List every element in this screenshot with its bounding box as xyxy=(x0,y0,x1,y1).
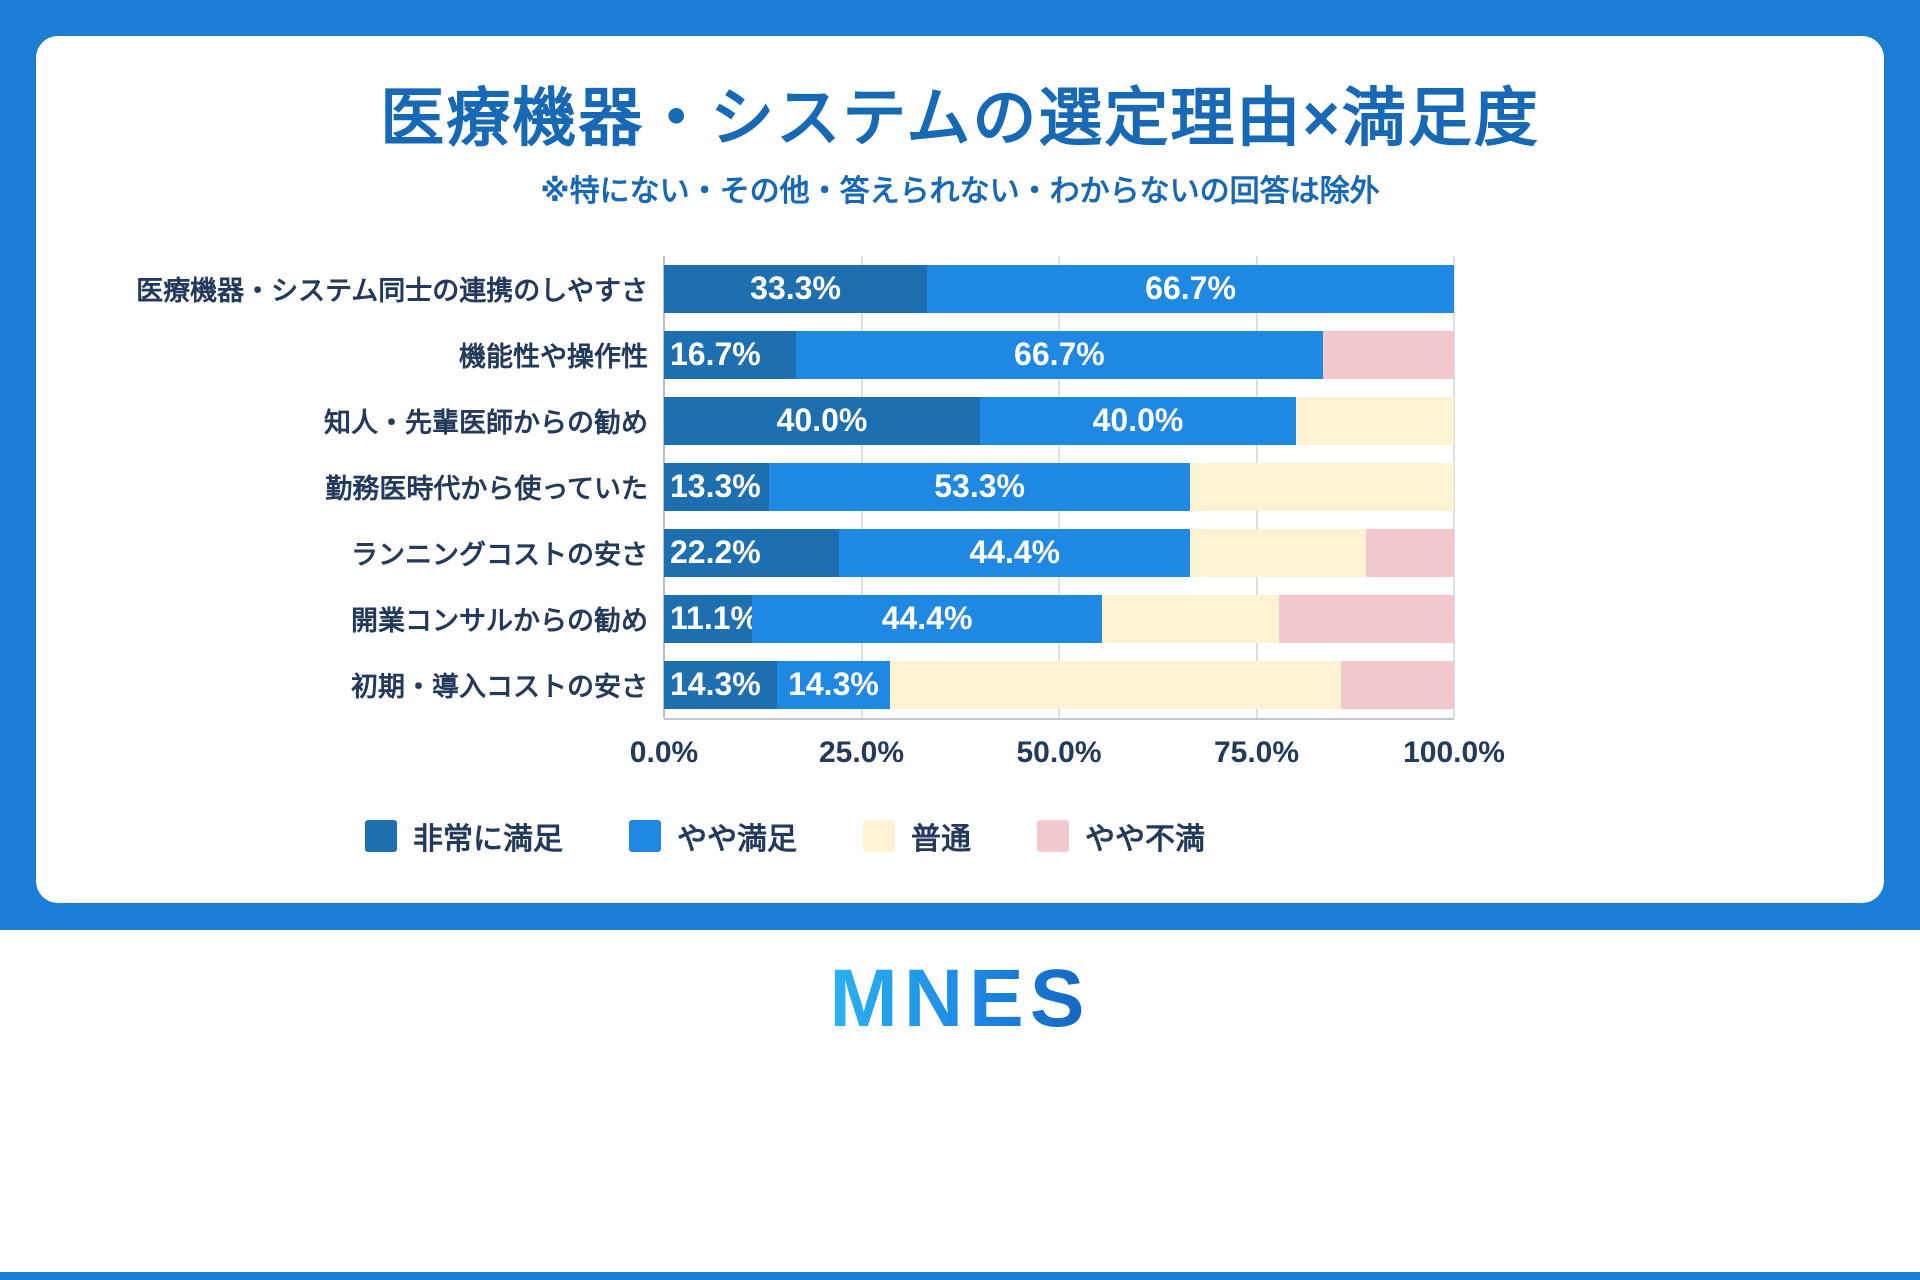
x-axis: 0.0% 25.0% 50.0% 75.0% 100.0% xyxy=(630,720,1505,784)
segment-1: 14.3% xyxy=(664,660,777,709)
mnes-logo: MNES xyxy=(829,953,1091,1044)
segment-3 xyxy=(1296,396,1454,445)
legend-swatch xyxy=(365,819,397,852)
segment-2: 53.3% xyxy=(769,462,1191,511)
category-label: 機能性や操作性 xyxy=(459,342,648,373)
segment-4 xyxy=(1365,528,1454,577)
legend-swatch xyxy=(629,819,661,852)
category-labels-column: 医療機器・システム同士の連携のしやすさ機能性や操作性知人・先輩医師からの勧め 勤務… xyxy=(116,256,664,720)
legend-label: 非常に満足 xyxy=(413,822,563,856)
x-tick-label: 100.0% xyxy=(1403,735,1505,769)
segment-1: 40.0% xyxy=(664,396,980,445)
bar-row: 13.3% 53.3% xyxy=(664,454,1454,520)
category-label: 初期・導入コストの安さ xyxy=(351,672,648,703)
footer: MNES xyxy=(0,930,1920,1272)
x-tick-label: 75.0% xyxy=(1213,735,1300,769)
bars-container: 33.3% 66.7% 16.7% 66.7% 40.0% 40.0% 13.3% 53.3%… xyxy=(664,256,1454,718)
segment-4 xyxy=(1322,330,1454,379)
bar-row: 14.3% 14.3% xyxy=(664,652,1454,718)
axis-spacer xyxy=(116,720,664,784)
bar-row: 16.7% 66.7% xyxy=(664,322,1454,388)
x-axis-row: 0.0% 25.0% 50.0% 75.0% 100.0% xyxy=(116,720,1505,784)
category-label: 開業コンサルからの勧め xyxy=(351,606,648,637)
legend-item: 非常に満足 xyxy=(365,814,563,858)
bar-row: 40.0% 40.0% xyxy=(664,388,1454,454)
segment-1: 16.7% xyxy=(664,330,796,379)
segment-3 xyxy=(889,660,1342,709)
bar-row: 33.3% 66.7% xyxy=(664,256,1454,322)
segment-3 xyxy=(1190,528,1366,577)
legend-label: やや満足 xyxy=(677,822,797,856)
segment-1: 11.1% xyxy=(664,594,759,643)
segment-1: 22.2% xyxy=(664,528,840,577)
chart-body: 医療機器・システム同士の連携のしやすさ機能性や操作性知人・先輩医師からの勧め 勤務… xyxy=(116,255,1455,720)
segment-1: 13.3% xyxy=(664,462,770,511)
x-tick-label: 0.0% xyxy=(629,735,699,769)
category-label: 医療機器・システム同士の連携のしやすさ xyxy=(136,276,648,307)
chart-subtitle: ※特にない・その他・答えられない・わからないの回答は除外 xyxy=(540,174,1380,208)
legend-item: やや不満 xyxy=(1037,814,1205,858)
grid-line xyxy=(1453,255,1455,718)
segment-2: 44.4% xyxy=(839,528,1191,577)
segment-2: 66.7% xyxy=(795,330,1323,379)
legend-swatch xyxy=(863,819,895,852)
legend-label: 普通 xyxy=(911,822,971,856)
legend-item: 普通 xyxy=(863,814,971,858)
bar-row: 22.2% 44.4% xyxy=(664,520,1454,586)
x-tick-label: 25.0% xyxy=(818,735,905,769)
x-tick-label: 50.0% xyxy=(1016,735,1102,769)
stacked-bar-chart: 医療機器・システム同士の連携のしやすさ機能性や操作性知人・先輩医師からの勧め 勤務… xyxy=(116,255,1505,858)
segment-2: 66.7% xyxy=(927,264,1454,313)
legend-label: やや不満 xyxy=(1085,822,1205,856)
segment-2: 14.3% xyxy=(776,660,890,709)
segment-4 xyxy=(1278,594,1454,643)
segment-4 xyxy=(1341,660,1454,709)
chart-card: 医療機器・システムの選定理由×満足度 ※特にない・その他・答えられない・わからな… xyxy=(36,36,1884,903)
plot-area: 33.3% 66.7% 16.7% 66.7% 40.0% 40.0% 13.3% 53.3%… xyxy=(663,255,1455,720)
category-label: ランニングコストの安さ xyxy=(351,540,648,571)
chart-title: 医療機器・システムの選定理由×満足度 xyxy=(380,82,1540,154)
bar-row: 11.1% 44.4% xyxy=(664,586,1454,652)
legend: 非常に満足 やや満足 普通 やや不満 xyxy=(116,814,1454,858)
legend-item: やや満足 xyxy=(629,814,797,858)
segment-3 xyxy=(1190,462,1454,511)
legend-swatch xyxy=(1037,819,1069,852)
segment-2: 44.4% xyxy=(751,594,1103,643)
segment-1: 33.3% xyxy=(664,264,928,313)
category-label: 勤務医時代から使っていた xyxy=(325,474,648,505)
segment-3 xyxy=(1102,594,1279,643)
segment-2: 40.0% xyxy=(980,396,1296,445)
category-label: 知人・先輩医師からの勧め xyxy=(324,408,648,439)
